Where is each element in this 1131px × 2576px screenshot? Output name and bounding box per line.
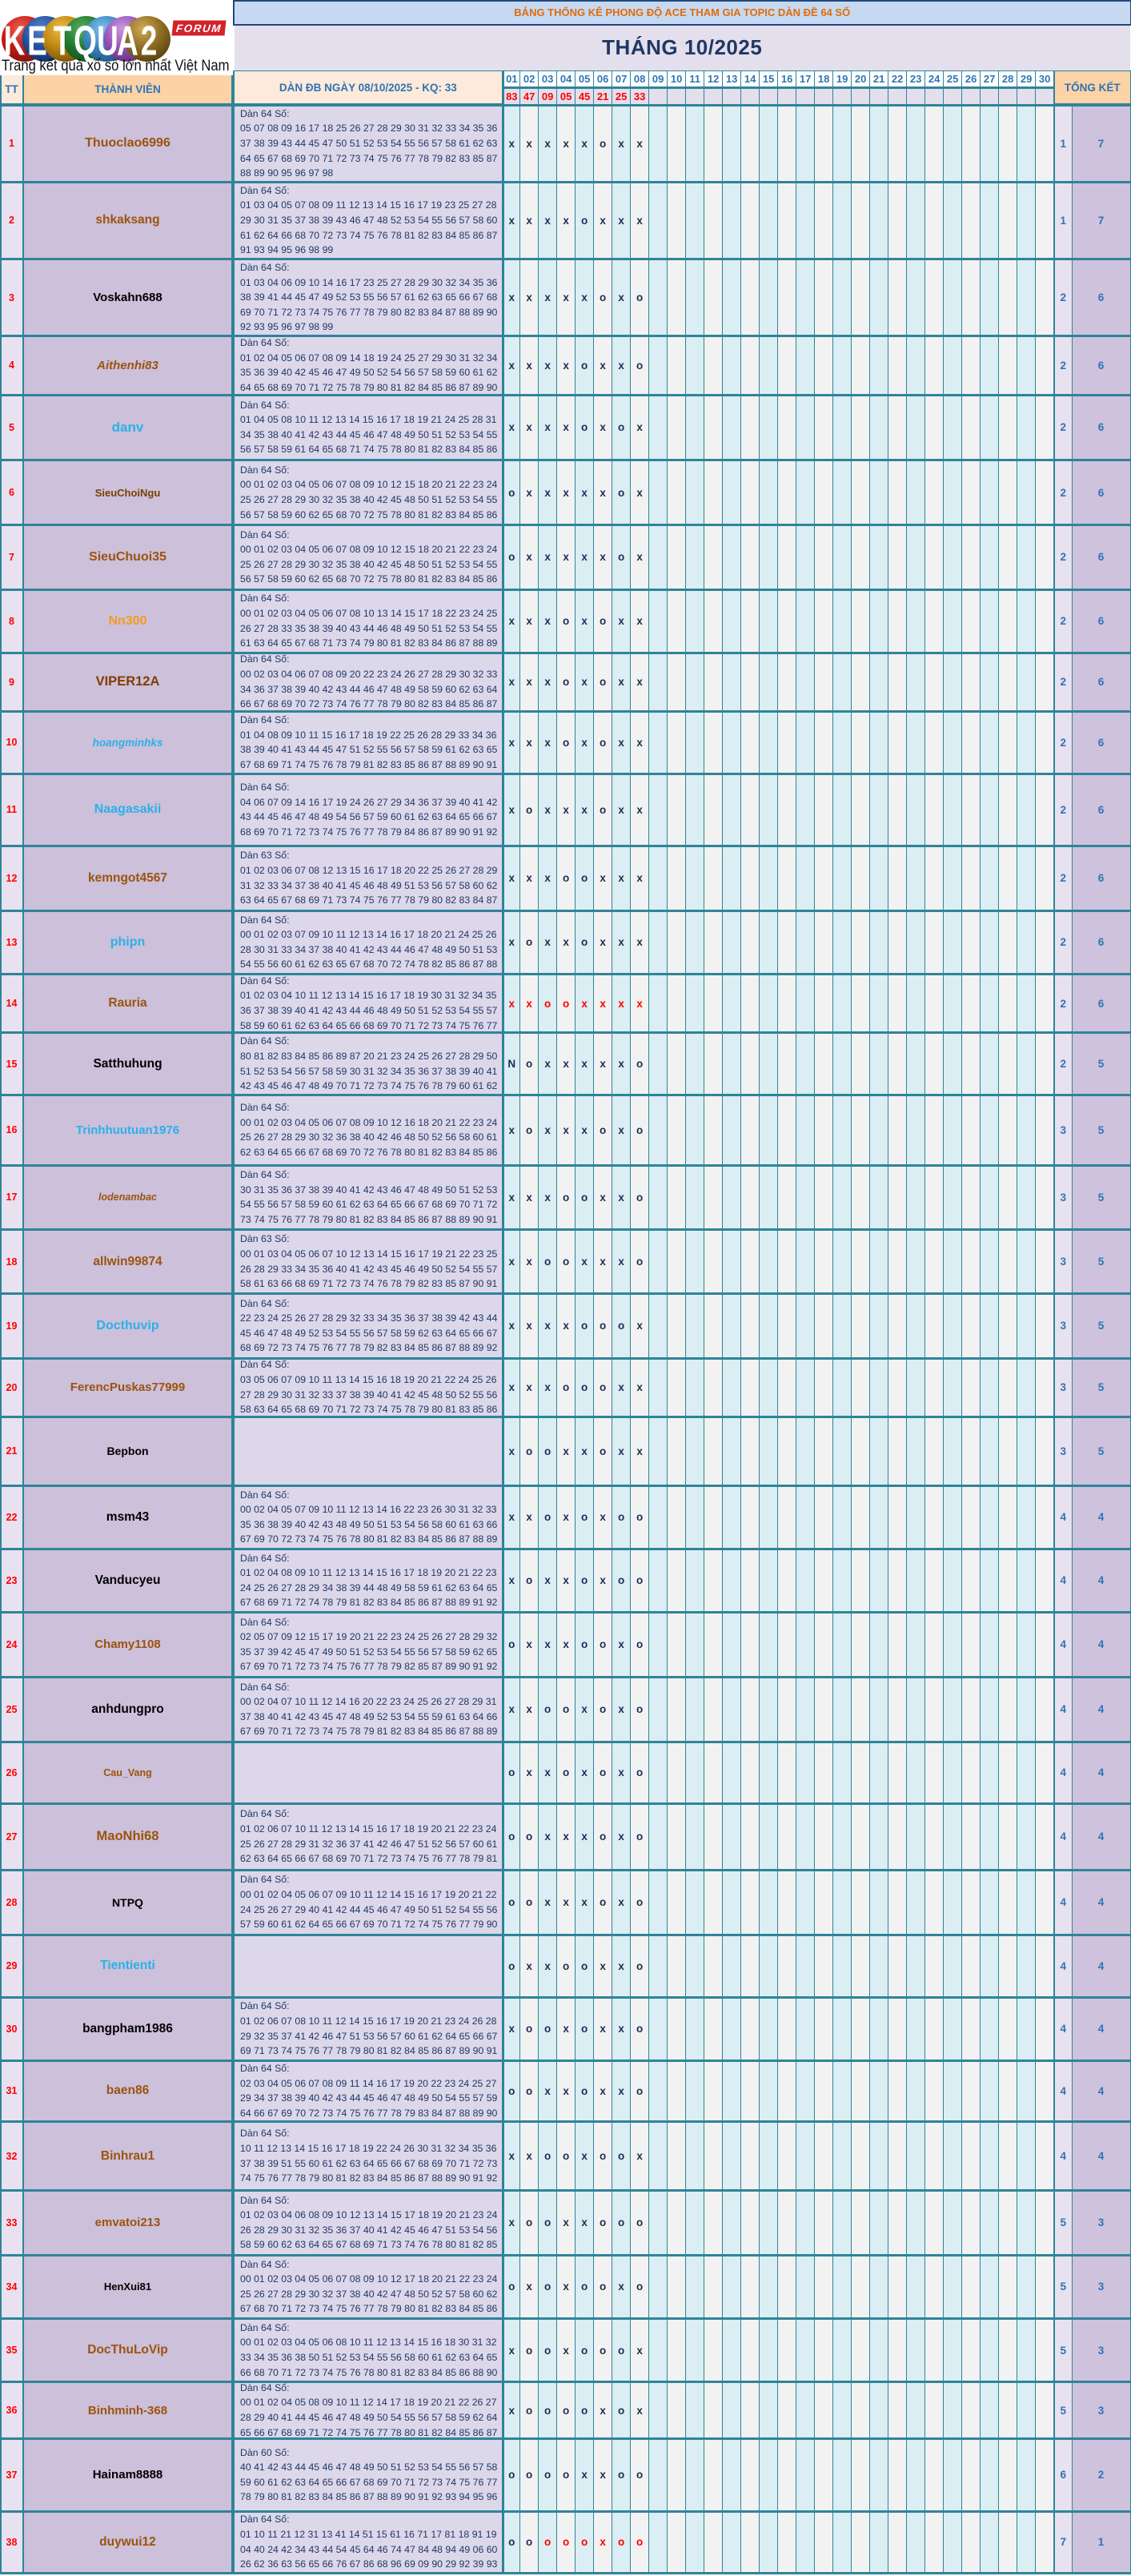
svg-text:E: E <box>27 17 47 64</box>
svg-text:FORUM: FORUM <box>175 22 222 34</box>
svg-text:K: K <box>4 17 26 64</box>
svg-text:2: 2 <box>141 17 158 64</box>
svg-text:T: T <box>54 17 72 64</box>
svg-text:A: A <box>117 17 138 64</box>
svg-text:Q: Q <box>74 17 97 64</box>
svg-text:U: U <box>97 17 118 64</box>
